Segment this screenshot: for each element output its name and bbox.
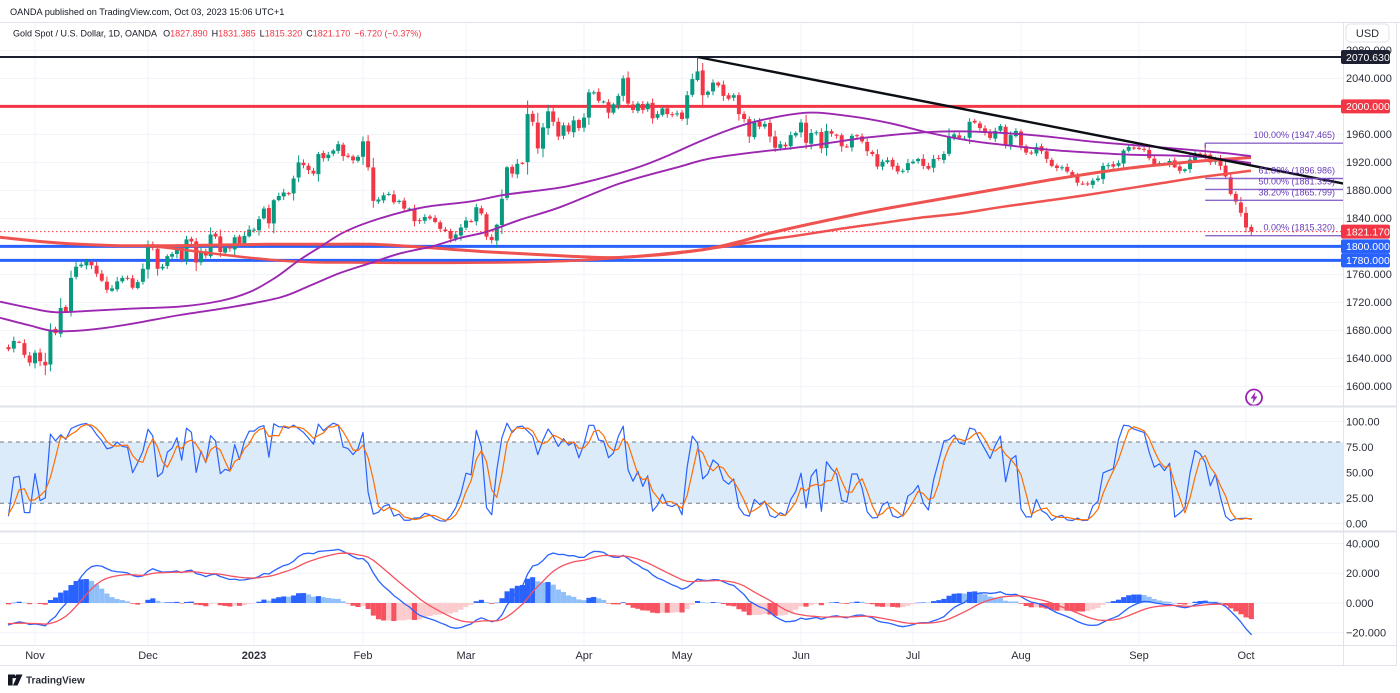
svg-text:2040.000: 2040.000 [1346,73,1392,85]
svg-text:100.00% (1947.465): 100.00% (1947.465) [1253,130,1335,140]
svg-text:25.00: 25.00 [1346,493,1374,505]
svg-text:Aug: Aug [1011,650,1031,662]
svg-text:Jun: Jun [792,650,810,662]
svg-text:0.00% (1815.320): 0.00% (1815.320) [1263,223,1335,233]
svg-text:1821.170: 1821.170 [1346,226,1390,238]
svg-text:1720.000: 1720.000 [1346,297,1392,309]
svg-text:TradingView: TradingView [26,676,85,687]
svg-text:50.00: 50.00 [1346,467,1374,479]
svg-text:Gold Spot / U.S. Dollar, 1D, O: Gold Spot / U.S. Dollar, 1D, OANDA O1827.… [13,29,421,39]
svg-text:1840.000: 1840.000 [1346,213,1392,225]
svg-text:50.00% (1881.395): 50.00% (1881.395) [1258,176,1335,186]
svg-text:Nov: Nov [25,650,45,662]
svg-text:75.00: 75.00 [1346,442,1374,454]
svg-text:Oct: Oct [1237,650,1254,662]
svg-text:1780.000: 1780.000 [1346,255,1390,267]
svg-text:1880.000: 1880.000 [1346,185,1392,197]
svg-text:100.00: 100.00 [1346,416,1380,428]
svg-text:0.000: 0.000 [1346,598,1374,610]
svg-text:20.000: 20.000 [1346,568,1380,580]
svg-text:Dec: Dec [138,650,158,662]
svg-text:1960.000: 1960.000 [1346,129,1392,141]
svg-text:1600.000: 1600.000 [1346,381,1392,393]
svg-text:Jul: Jul [906,650,920,662]
svg-text:38.20% (1865.799): 38.20% (1865.799) [1258,187,1335,197]
svg-text:2023: 2023 [242,650,266,662]
svg-text:2000.000: 2000.000 [1346,101,1390,113]
svg-text:0.00: 0.00 [1346,519,1367,531]
svg-text:USD: USD [1356,28,1379,40]
svg-text:1920.000: 1920.000 [1346,157,1392,169]
svg-text:2070.630: 2070.630 [1346,52,1390,64]
svg-text:May: May [672,650,693,662]
svg-text:1800.000: 1800.000 [1346,241,1390,253]
svg-text:1760.000: 1760.000 [1346,269,1392,281]
svg-text:Feb: Feb [354,650,373,662]
svg-text:Mar: Mar [457,650,476,662]
svg-text:40.000: 40.000 [1346,538,1380,550]
svg-text:61.80% (1896.986): 61.80% (1896.986) [1258,166,1335,176]
svg-text:1680.000: 1680.000 [1346,325,1392,337]
svg-text:Apr: Apr [575,650,592,662]
svg-text:−20.000: −20.000 [1346,628,1386,640]
svg-text:1640.000: 1640.000 [1346,353,1392,365]
svg-text:Sep: Sep [1129,650,1149,662]
svg-text:OANDA published on TradingView: OANDA published on TradingView.com, Oct … [10,7,284,17]
